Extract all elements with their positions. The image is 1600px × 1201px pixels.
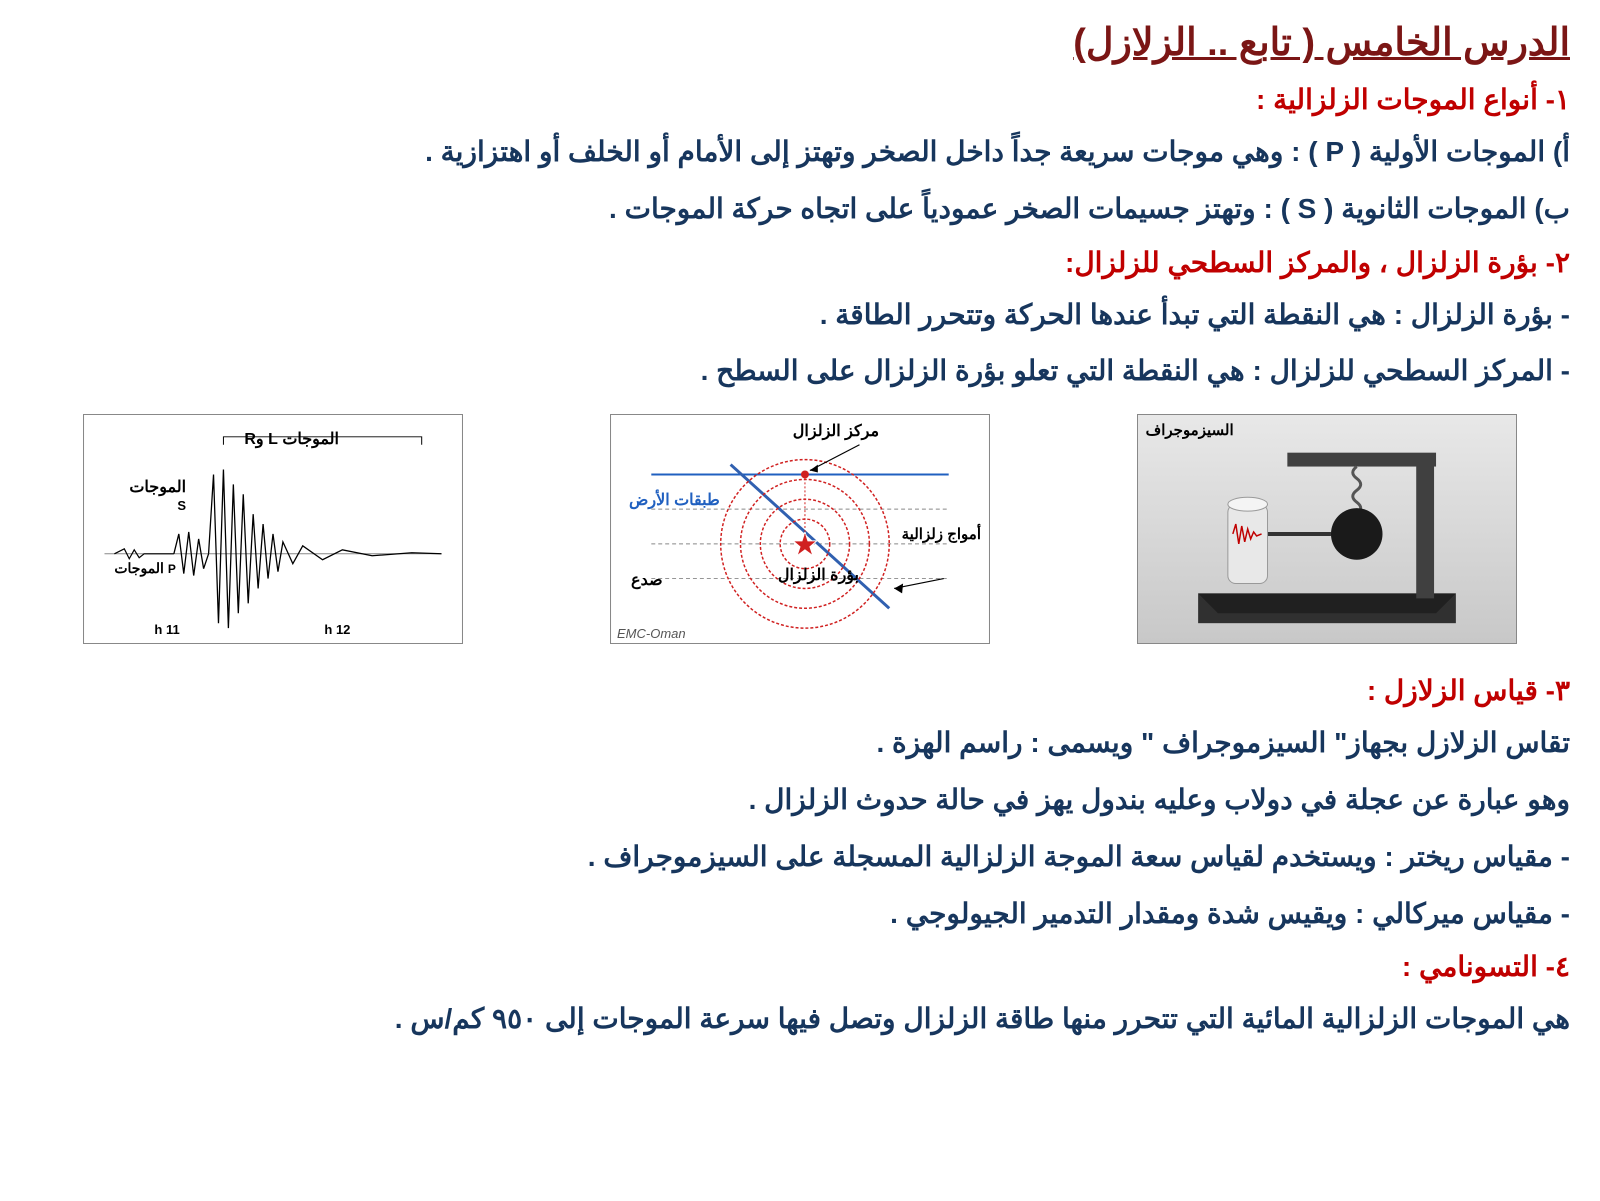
wave-fault-label: صدع <box>631 570 663 590</box>
wave-focus-label: بؤرة الزلزال <box>778 565 859 585</box>
section-2-heading: ٢- بؤرة الزلزال ، والمركز السطحي للزلزال… <box>30 246 1570 279</box>
section-4-heading: ٤- التسونامي : <box>30 950 1570 983</box>
focus-epicenter-diagram: مركز الزلزال طبقات الأرض أمواج زلزالية ب… <box>610 414 990 644</box>
section-3-line-c: - مقياس ريختر : ويستخدم لقياس سعة الموجة… <box>30 835 1570 880</box>
seismogram-p-label: P الموجات <box>114 560 176 577</box>
instrument-label: السيزموجراف <box>1146 421 1234 439</box>
seismograph-instrument: السيزموجراف <box>1137 414 1517 644</box>
wave-layers-label: طبقات الأرض <box>629 490 720 510</box>
lr-text: الموجات L وR <box>244 431 339 448</box>
wave-seismicwaves-label: أمواج زلزالية <box>902 525 981 543</box>
section-1-line-b: ب) الموجات الثانوية ( S ) : وتهتز جسيمات… <box>30 187 1570 232</box>
section-4-line-a: هي الموجات الزلزالية المائية التي تتحرر … <box>30 997 1570 1042</box>
section-3-line-d: - مقياس ميركالي : ويقيس شدة ومقدار التدم… <box>30 892 1570 937</box>
s-text: الموجات <box>129 479 186 496</box>
seismogram-diagram: الموجات L وR الموجات S P الموجات 11 h 12… <box>83 414 463 644</box>
seismogram-lr-label: الموجات L وR <box>244 429 339 449</box>
section-2-line-a: - بؤرة الزلزال : هي النقطة التي تبدأ عند… <box>30 293 1570 338</box>
page-title: الدرس الخامس ( تابع .. الزلازل) <box>30 20 1570 65</box>
section-2-line-b: - المركز السطحي للزلزال : هي النقطة التي… <box>30 349 1570 394</box>
seismogram-11h: 11 h <box>154 622 179 637</box>
p-text: الموجات <box>114 560 164 576</box>
p-letter: P <box>168 562 176 576</box>
section-3-heading: ٣- قياس الزلازل : <box>30 674 1570 707</box>
wave-caption: EMC-Oman <box>617 626 686 641</box>
seismogram-s-label: الموجات S <box>129 477 186 515</box>
s-letter: S <box>177 498 186 513</box>
section-1-line-a: أ) الموجات الأولية ( P ) : وهي موجات سري… <box>30 130 1570 175</box>
wave-epicenter-label: مركز الزلزال <box>793 421 879 441</box>
section-1-heading: ١- أنواع الموجات الزلزالية : <box>30 83 1570 116</box>
section-3-line-b: وهو عبارة عن عجلة في دولاب وعليه بندول ي… <box>30 778 1570 823</box>
section-3-line-a: تقاس الزلازل بجهاز" السيزموجراف " ويسمى … <box>30 721 1570 766</box>
seismogram-12h: 12 h <box>324 622 350 637</box>
diagrams-row: الموجات L وR الموجات S P الموجات 11 h 12… <box>30 414 1570 644</box>
